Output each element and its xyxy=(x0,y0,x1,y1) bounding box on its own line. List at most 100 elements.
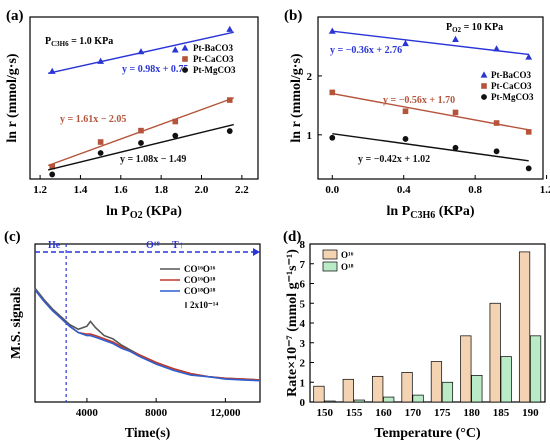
data-point xyxy=(97,139,104,145)
panel-a: (a) 1.2 1.4 1.6 1.8 2.0 2.2 ln PO2 (KPa) ln r (m… xyxy=(5,8,259,221)
temperature-arrow-label: T↑ xyxy=(172,240,184,251)
legend-entry: Pt-MgCO3 xyxy=(193,65,236,75)
x-tick-label: 1.4 xyxy=(74,184,88,196)
x-tick-label: 0.0 xyxy=(325,184,339,196)
x-axis-label: ln PC3H6 (KPa) xyxy=(387,204,475,221)
legend-swatch xyxy=(322,249,338,260)
x-tick-label: 190 xyxy=(522,407,539,419)
x-tick-label: 12,000 xyxy=(210,407,241,419)
legend-entry: CO¹⁶O¹⁸ xyxy=(184,275,216,285)
bar xyxy=(342,378,354,403)
bar xyxy=(471,374,483,403)
bar xyxy=(529,335,542,403)
signal-trace xyxy=(34,289,261,382)
x-tick-label: 185 xyxy=(493,407,510,419)
panel-label: (c) xyxy=(4,229,21,245)
data-point xyxy=(402,39,409,47)
fit-line xyxy=(332,132,529,162)
x-tick-label: 160 xyxy=(375,407,392,419)
legend-entry: CO¹⁸O¹⁸ xyxy=(184,286,216,296)
data-point xyxy=(329,89,336,96)
data-point xyxy=(329,134,336,141)
data-point xyxy=(172,118,179,125)
x-tick-label: 2.2 xyxy=(235,184,249,196)
bar xyxy=(460,335,472,403)
x-tick-label: 0.8 xyxy=(468,184,482,196)
data-point xyxy=(493,148,500,155)
data-point xyxy=(226,128,233,134)
y-tick-label: 2 xyxy=(307,71,313,83)
scale-bar-label: 2x10⁻¹⁴ xyxy=(190,300,218,310)
x-axis-label: Time(s) xyxy=(125,426,171,441)
plot-frame xyxy=(317,16,544,180)
legend-entry: Pt-CaCO3 xyxy=(491,81,532,91)
data-point xyxy=(171,46,179,53)
bar xyxy=(313,385,325,403)
y-tick-label: 7 xyxy=(300,259,306,271)
signal-trace xyxy=(34,287,261,381)
fit-equation: y = 1.08x − 1.49 xyxy=(120,154,186,165)
bar xyxy=(383,396,395,403)
data-point xyxy=(493,120,500,126)
x-tick-label: 1.8 xyxy=(154,184,168,196)
y-axis-label: M.S. signals xyxy=(9,286,24,359)
legend-entry: O¹⁸ xyxy=(341,262,354,272)
signal-trace xyxy=(34,289,261,381)
data-point xyxy=(493,45,500,52)
panel-label: (a) xyxy=(6,8,24,24)
x-axis-label: Temperature (°C) xyxy=(374,426,481,441)
plot-frame xyxy=(34,243,261,403)
x-tick-label: 170 xyxy=(405,407,422,419)
bar xyxy=(401,372,413,403)
fit-equation: y = 1.61x − 2.05 xyxy=(60,114,126,125)
y-tick-label: 1 xyxy=(300,377,306,389)
y-tick-label: 3 xyxy=(300,338,306,350)
data-point xyxy=(172,132,179,139)
data-point xyxy=(452,144,459,151)
data-point xyxy=(402,108,409,115)
x-tick-label: 1.6 xyxy=(114,184,128,196)
data-point xyxy=(97,57,105,64)
y-tick-label: 5 xyxy=(300,298,306,310)
fit-equation: y = −0.36x + 2.76 xyxy=(330,45,402,56)
data-point xyxy=(49,171,56,178)
data-point xyxy=(138,127,144,134)
legend-entry: Pt-BaCO3 xyxy=(193,43,233,53)
legend-entry: Pt-CaCO3 xyxy=(193,54,234,64)
condition-annotation: PO2 = 10 KPa xyxy=(446,22,503,34)
fit-equation: y = 0.98x + 0.75 xyxy=(122,64,188,75)
bar xyxy=(430,361,443,403)
x-axis-label: ln PO2 (KPa) xyxy=(106,204,182,221)
data-point xyxy=(525,53,533,60)
bar xyxy=(500,356,512,403)
panel-c: (c) 4000 8000 12,000 Time(s) M.S. signals He O¹… xyxy=(4,229,261,441)
data-point xyxy=(49,163,55,170)
condition-annotation: PC3H6 = 1.0 KPa xyxy=(45,36,113,48)
legend-marker xyxy=(481,94,487,100)
legend-swatch xyxy=(322,261,338,272)
plot-frame xyxy=(29,16,259,180)
data-point xyxy=(226,25,234,32)
gas-arrow-head xyxy=(253,248,260,256)
x-tick-label: 4000 xyxy=(76,407,99,419)
x-tick-label: 150 xyxy=(316,407,333,419)
bar xyxy=(353,399,365,403)
y-axis-label: ln r (mmol/g·s) xyxy=(289,53,304,143)
fit-equation: y = −0.56x + 1.70 xyxy=(383,95,455,106)
data-point xyxy=(138,140,144,146)
data-point xyxy=(226,97,233,103)
x-tick-label: 0.4 xyxy=(397,184,411,196)
bar xyxy=(324,400,336,403)
data-point xyxy=(48,67,56,74)
data-point xyxy=(328,27,336,34)
fit-equation: y = −0.42x + 1.02 xyxy=(358,154,430,165)
bar xyxy=(518,251,531,403)
panel-d: (d) 0 1 2 3 4 5 6 7 8 150 155 160 170 175 180 185 190 Temp… xyxy=(283,229,546,441)
x-tick-label: 1.2 xyxy=(33,184,47,196)
panel-b: (b) 0.0 0.4 0.8 1.2 1 2 ln PC3H6 (KPa) ln r (mmo… xyxy=(284,8,550,221)
x-tick-label: 8000 xyxy=(145,407,168,419)
y-tick-label: 4 xyxy=(300,318,306,330)
legend-marker xyxy=(182,56,188,62)
x-tick-label: 155 xyxy=(346,407,363,419)
